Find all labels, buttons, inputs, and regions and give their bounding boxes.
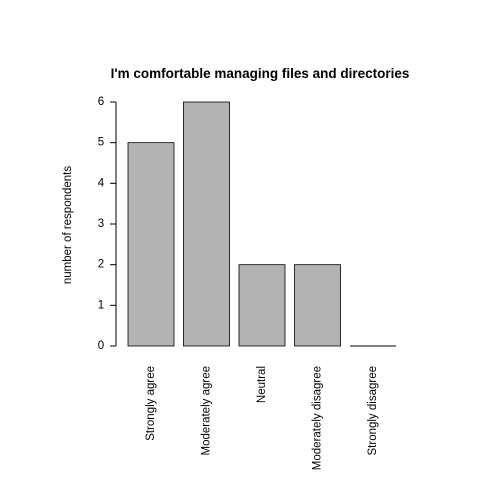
y-tick-label: 0 <box>98 340 104 352</box>
x-tick-label: Neutral <box>256 366 268 403</box>
y-tick-label: 6 <box>98 96 104 108</box>
y-tick-label: 3 <box>98 218 104 230</box>
chart-title: I'm comfortable managing files and direc… <box>111 66 410 81</box>
bar <box>238 264 286 347</box>
bar <box>127 142 175 347</box>
bars <box>127 101 396 347</box>
y-tick-label: 4 <box>98 177 105 189</box>
x-tick-label: Moderately agree <box>201 366 213 456</box>
bar <box>294 264 341 347</box>
y-axis: 0 1 2 3 4 5 6 <box>98 96 117 352</box>
y-tick-label: 5 <box>98 137 104 149</box>
y-axis-label: number of respondents <box>62 166 74 285</box>
x-tick-label: Strongly disagree <box>367 366 379 456</box>
x-axis-labels: Strongly agree Moderately agree Neutral Mod… <box>145 366 379 470</box>
x-tick-label: Strongly agree <box>145 366 157 441</box>
bar <box>183 101 230 347</box>
x-tick-label: Moderately disagree <box>312 366 324 470</box>
y-tick-label: 2 <box>98 259 104 271</box>
y-tick-label: 1 <box>98 299 104 311</box>
